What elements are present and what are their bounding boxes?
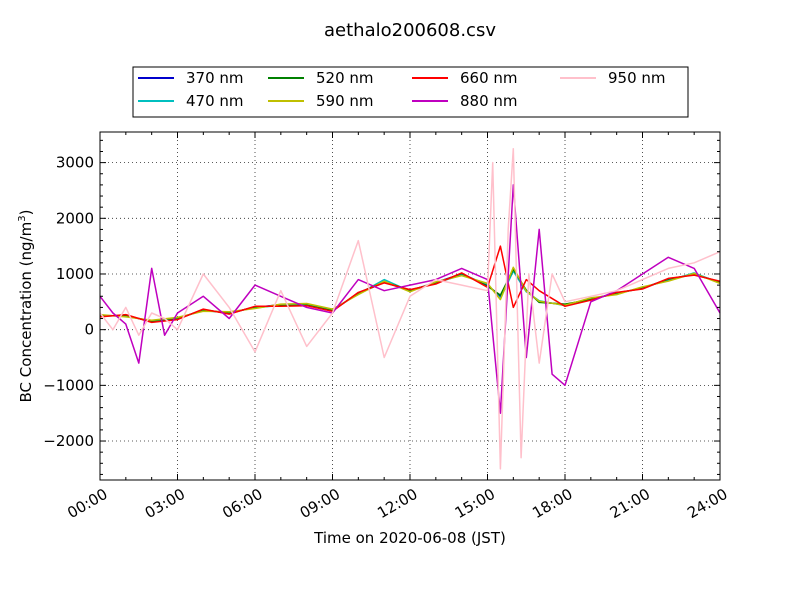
series-layer (99, 147, 721, 470)
y-tick-label: −1000 (43, 376, 94, 394)
y-tick-label: −2000 (43, 432, 94, 450)
legend-label: 590 nm (316, 92, 374, 110)
y-axis-label-main: BC Concentration (ng/m (17, 222, 35, 403)
chart-title: aethalo200608.csv (324, 20, 496, 41)
y-tick-label: 0 (84, 321, 94, 339)
y-axis-label-superscript: 3 (17, 215, 28, 221)
legend-label: 950 nm (608, 69, 666, 87)
y-axis-label: BC Concentration (ng/m3) (17, 210, 35, 403)
legend-label: 370 nm (186, 69, 244, 87)
legend-label: 880 nm (460, 92, 518, 110)
legend-label: 660 nm (460, 69, 518, 87)
legend-label: 470 nm (186, 92, 244, 110)
legend: 370 nm 470 nm 520 nm 590 nm 660 nm 880 nm 950 … (132, 66, 689, 118)
y-tick-label: 1000 (56, 265, 94, 283)
grid-layer (99, 132, 721, 480)
y-tick-label: 3000 (56, 154, 94, 172)
y-axis-label-close: ) (17, 210, 35, 216)
legend-label: 520 nm (316, 69, 374, 87)
series-line-880-nm (99, 184, 721, 414)
y-tick-label: 2000 (56, 209, 94, 227)
legend-box (132, 66, 689, 118)
series-line-950-nm (99, 147, 721, 470)
x-axis-label: Time on 2020-06-08 (JST) (313, 529, 506, 547)
